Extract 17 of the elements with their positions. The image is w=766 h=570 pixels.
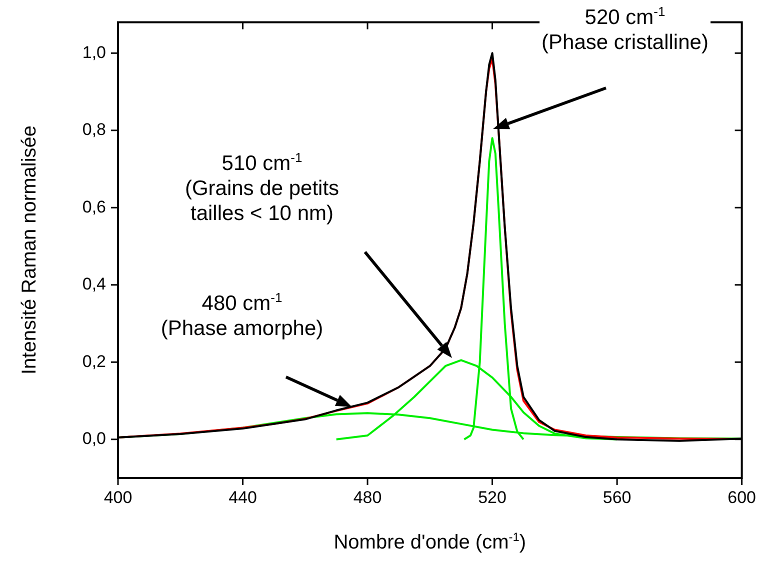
y-axis-title: Intensité Raman normalisée: [18, 126, 42, 375]
x-tick-label: 600: [728, 488, 756, 507]
y-tick-label: 0,2: [82, 352, 106, 371]
y-tick-label: 0,6: [82, 197, 106, 216]
x-tick-label: 480: [353, 488, 382, 507]
y-tick-label: 0,4: [82, 274, 106, 294]
y-tick-label: 0,8: [82, 120, 106, 140]
y-tick-label: 0,0: [82, 429, 106, 448]
annotation: 520 cm$^{-1}$ (Phase cristalline): [540, 4, 710, 56]
x-tick-label: 560: [602, 488, 632, 507]
x-tick-label: 520: [478, 488, 506, 507]
x-tick-label: 400: [104, 488, 132, 507]
x-axis-title: Nombre d'onde (cm$^{-1}$): [334, 530, 526, 555]
x-tick-label: 440: [228, 488, 257, 507]
y-tick-label: 1,0: [82, 42, 106, 62]
annotation: 510 cm$^{-1}$ (Grains de petits tailles < 10 nm): [182, 150, 342, 227]
annotation: 480 cm$^{-1}$ (Phase amorphe): [158, 290, 326, 342]
